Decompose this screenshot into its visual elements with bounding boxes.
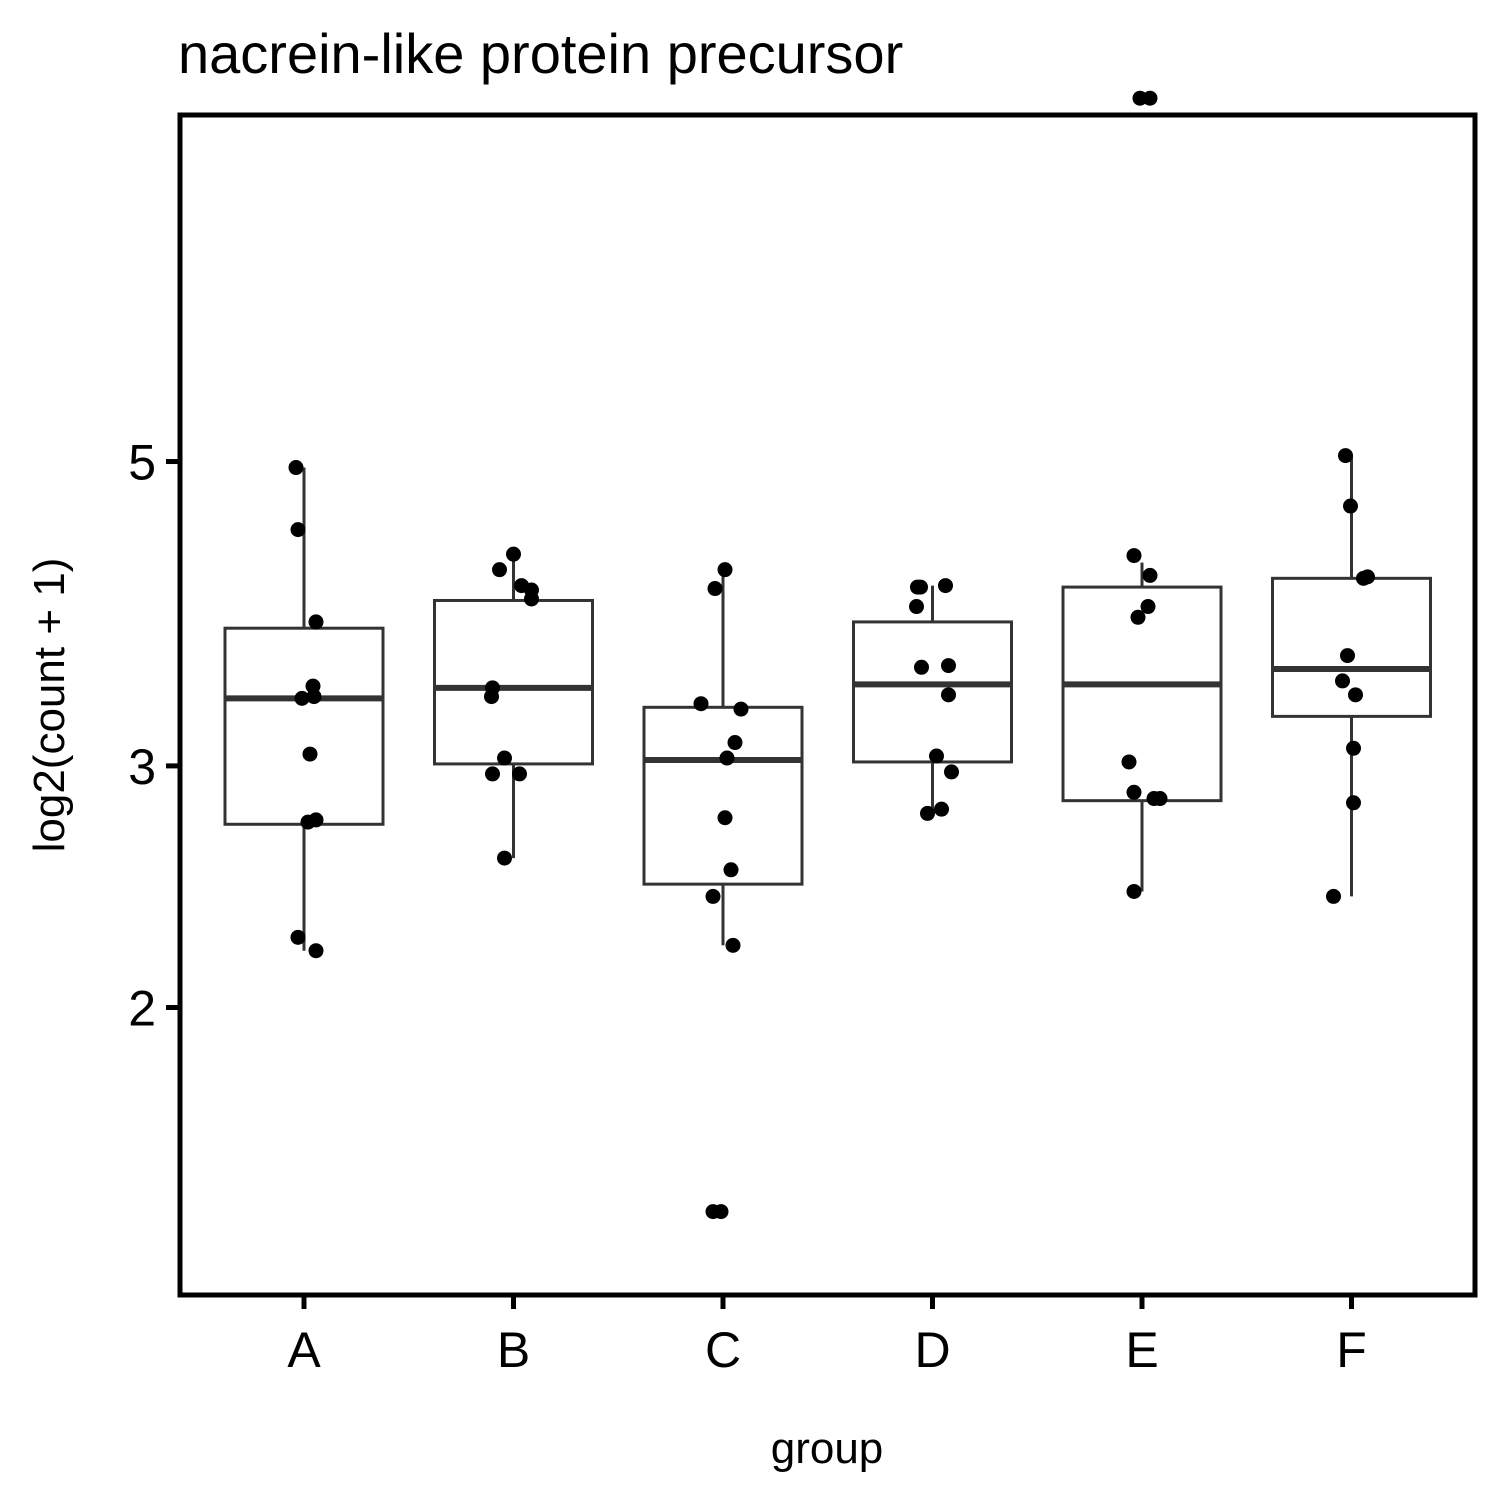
plot-area (223, 90, 1432, 1220)
data-point (302, 746, 318, 762)
data-point (1140, 599, 1156, 615)
box-group-d (852, 585, 1013, 814)
data-point (1348, 687, 1363, 703)
x-tick-label: C (705, 1322, 741, 1378)
data-point (920, 805, 935, 821)
data-point (717, 810, 733, 826)
data-point (909, 599, 924, 615)
data-point (497, 850, 512, 866)
panel-border (177, 112, 1478, 1298)
data-point (705, 888, 721, 904)
data-point (719, 750, 735, 766)
box-group-a (223, 467, 385, 951)
data-point (693, 696, 709, 712)
data-point (1142, 90, 1158, 106)
y-tick-label: 2 (128, 981, 156, 1037)
data-point (727, 735, 743, 751)
x-tick-label: D (914, 1322, 950, 1378)
box-iqr (433, 598, 594, 766)
data-point (1126, 784, 1142, 800)
data-point (1346, 795, 1361, 811)
data-point (308, 943, 324, 959)
data-point (288, 460, 304, 476)
data-point (1152, 791, 1168, 807)
data-point (492, 562, 507, 578)
data-point (938, 578, 953, 594)
data-point (300, 814, 316, 830)
x-axis-title: group (771, 1424, 884, 1473)
box-iqr (852, 620, 1013, 764)
data-point (717, 562, 733, 578)
box-iqr (223, 626, 385, 826)
box-group-b (433, 554, 594, 859)
data-point (910, 579, 925, 595)
y-axis-title: log2(count + 1) (25, 558, 74, 853)
data-point (733, 701, 749, 717)
data-point (1121, 754, 1137, 770)
data-point (1326, 888, 1341, 904)
data-point (1343, 498, 1358, 514)
y-tick-label: 3 (128, 739, 156, 795)
chart-title: nacrein-like protein precursor (178, 22, 903, 85)
y-axis: 2 3 5 (128, 435, 180, 1037)
data-point (929, 748, 944, 764)
data-point (512, 766, 527, 782)
x-tick-label: E (1125, 1322, 1158, 1378)
data-point (305, 678, 321, 694)
data-point (1126, 883, 1142, 899)
x-tick-label: A (287, 1322, 321, 1378)
data-point (725, 937, 741, 953)
data-point (484, 689, 499, 705)
data-point (1360, 569, 1375, 585)
data-point (1130, 609, 1146, 625)
data-point (944, 764, 959, 780)
x-axis: A B C D E F (287, 1295, 1367, 1378)
data-point (713, 1204, 729, 1220)
data-point (914, 659, 929, 675)
data-point (1126, 548, 1142, 564)
data-point (497, 750, 512, 766)
box-iqr (642, 705, 804, 886)
data-point (1338, 448, 1353, 464)
data-point (485, 766, 500, 782)
data-point (1142, 567, 1158, 583)
data-point (290, 522, 306, 538)
data-point (524, 591, 539, 607)
x-tick-label: B (497, 1322, 530, 1378)
data-point (1335, 673, 1350, 689)
data-point (934, 801, 949, 817)
y-tick-label: 5 (128, 435, 156, 491)
data-point (1340, 648, 1355, 664)
data-point (1346, 740, 1361, 756)
x-tick-label: F (1336, 1322, 1367, 1378)
data-point (723, 862, 739, 878)
data-point (290, 929, 306, 945)
data-point (506, 546, 521, 562)
data-point (308, 614, 324, 630)
data-point (707, 581, 723, 597)
data-point (941, 687, 956, 703)
data-point (941, 658, 956, 674)
data-point (294, 690, 310, 706)
